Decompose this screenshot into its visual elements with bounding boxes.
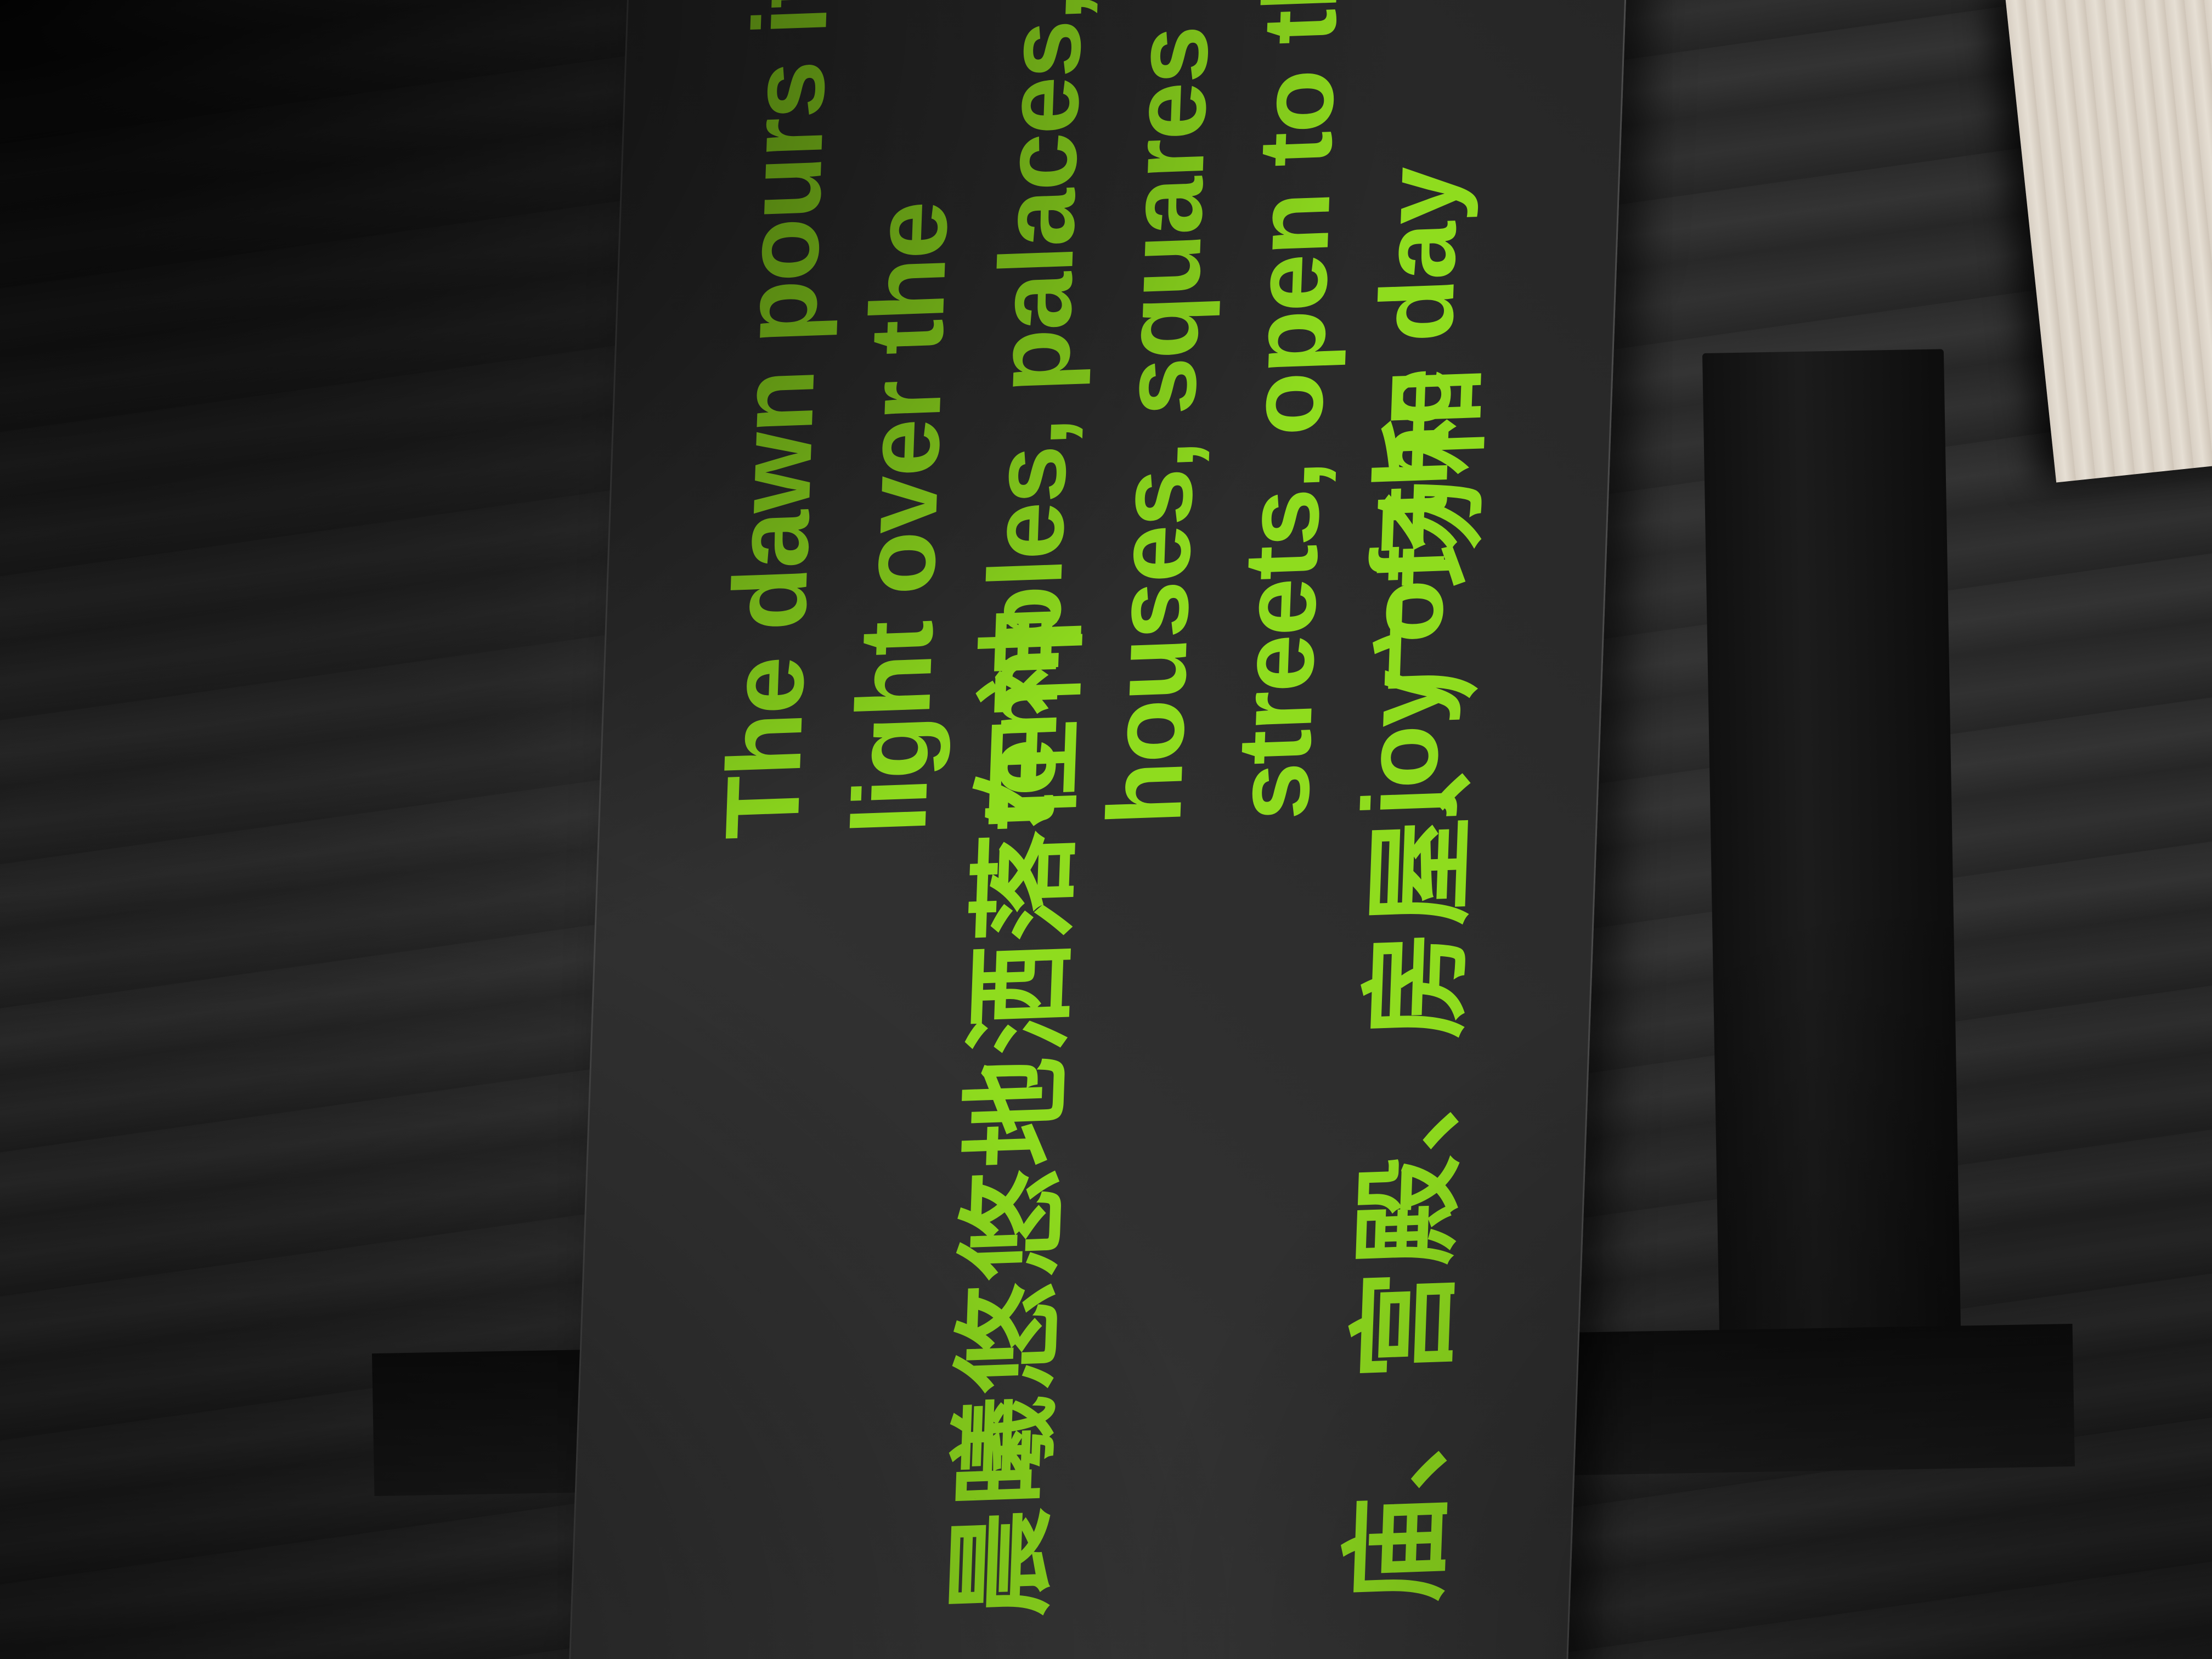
exhibit-scene: 晨曦悠悠地洒落在神 庙、宫殿、房屋、广场和 街道上，一天的愉悦由 此开启 The… [0,0,2212,1659]
vignette [0,0,2212,1659]
